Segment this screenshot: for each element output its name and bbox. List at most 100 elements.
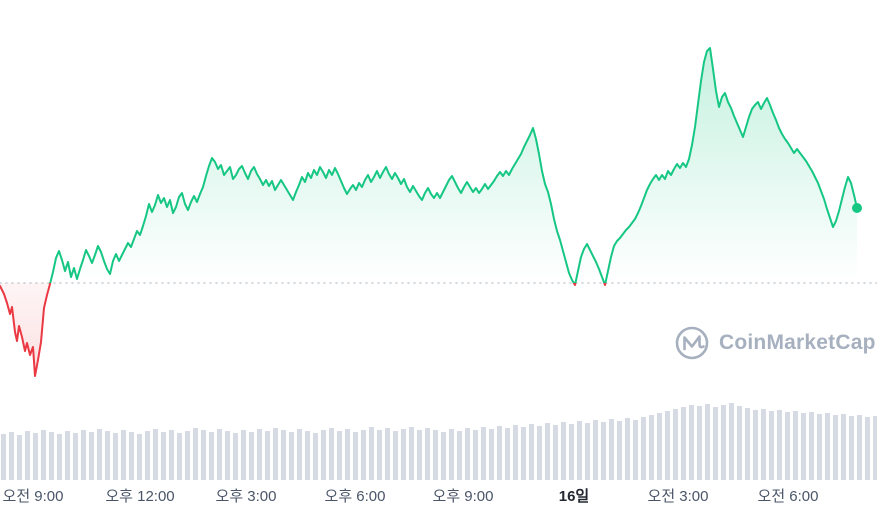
- x-axis-label: 오전 3:00: [648, 488, 709, 505]
- volume-bar: [41, 430, 46, 480]
- volume-bar: [809, 412, 814, 480]
- volume-bar: [793, 411, 798, 480]
- volume-bar: [537, 426, 542, 480]
- volume-bar: [745, 408, 750, 480]
- volume-bar: [481, 427, 486, 480]
- volume-bar: [145, 431, 150, 480]
- volume-bar: [233, 433, 238, 480]
- volume-bar: [785, 412, 790, 480]
- x-axis-label: 오전 9:00: [3, 488, 64, 505]
- volume-bar: [545, 423, 550, 480]
- volume-bar: [673, 409, 678, 480]
- volume-bar: [1, 434, 6, 480]
- volume-bar: [801, 413, 806, 480]
- volume-bar: [417, 430, 422, 480]
- volume-bars: [1, 403, 877, 480]
- volume-bar: [497, 426, 502, 480]
- volume-bar: [185, 431, 190, 480]
- volume-bar: [369, 427, 374, 480]
- volume-bar: [225, 431, 230, 480]
- volume-bar: [193, 428, 198, 480]
- current-price-dot: [852, 203, 862, 213]
- volume-bar: [377, 430, 382, 480]
- volume-bar: [657, 413, 662, 480]
- volume-bar: [825, 413, 830, 480]
- volume-bar: [689, 405, 694, 480]
- volume-bar: [329, 428, 334, 480]
- volume-bar: [633, 420, 638, 480]
- volume-bar: [433, 430, 438, 480]
- volume-bar: [705, 404, 710, 480]
- volume-bar: [161, 432, 166, 480]
- x-axis-label: 오후 6:00: [325, 488, 386, 505]
- x-axis-label: 오전 6:00: [758, 488, 819, 505]
- volume-bar: [505, 428, 510, 480]
- volume-bar: [489, 429, 494, 480]
- volume-bar: [849, 416, 854, 480]
- volume-bar: [97, 429, 102, 480]
- volume-bar: [729, 403, 734, 480]
- volume-bar: [385, 428, 390, 480]
- volume-bar: [577, 421, 582, 480]
- volume-bar: [361, 430, 366, 480]
- volume-bar: [409, 427, 414, 480]
- volume-bar: [777, 410, 782, 480]
- x-axis-label: 오후 9:00: [433, 488, 494, 505]
- volume-bar: [601, 422, 606, 480]
- volume-bar: [137, 434, 142, 480]
- volume-bar: [33, 433, 38, 480]
- volume-bar: [593, 420, 598, 480]
- volume-bar: [609, 419, 614, 480]
- coinmarketcap-watermark: CoinMarketCap: [674, 325, 876, 361]
- volume-bar: [153, 429, 158, 480]
- volume-bar: [201, 430, 206, 480]
- volume-bar: [697, 406, 702, 480]
- price-line-up: [49, 47, 858, 283]
- volume-bar: [521, 427, 526, 480]
- volume-bar: [273, 428, 278, 480]
- volume-bar: [337, 431, 342, 480]
- volume-bar: [529, 424, 534, 480]
- x-axis-label: 오후 3:00: [216, 488, 277, 505]
- volume-bar: [721, 405, 726, 480]
- volume-bar: [393, 431, 398, 480]
- volume-bar: [465, 428, 470, 480]
- volume-bar: [449, 429, 454, 480]
- volume-bar: [473, 430, 478, 480]
- volume-bar: [73, 433, 78, 480]
- volume-bar: [857, 415, 862, 480]
- volume-bar: [81, 430, 86, 480]
- x-axis-label: 오후 12:00: [105, 488, 174, 505]
- x-axis-label: 16일: [559, 488, 590, 505]
- volume-bar: [841, 414, 846, 480]
- volume-bar: [457, 431, 462, 480]
- volume-bar: [649, 415, 654, 480]
- volume-bar: [65, 431, 70, 480]
- volume-bar: [681, 407, 686, 480]
- volume-bar: [89, 432, 94, 480]
- volume-bar: [345, 429, 350, 480]
- volume-bar: [625, 418, 630, 480]
- volume-bar: [665, 411, 670, 480]
- volume-bar: [353, 432, 358, 480]
- volume-bar: [513, 425, 518, 480]
- coinmarketcap-logo-icon: [675, 326, 709, 360]
- volume-bar: [561, 422, 566, 480]
- volume-bar: [425, 428, 430, 480]
- volume-bar: [401, 429, 406, 480]
- volume-bar: [289, 432, 294, 480]
- volume-bar: [553, 425, 558, 480]
- coinmarketcap-watermark-text: CoinMarketCap: [719, 331, 876, 354]
- volume-bar: [313, 433, 318, 480]
- volume-bar: [169, 430, 174, 480]
- volume-bar: [17, 435, 22, 480]
- volume-bar: [865, 417, 870, 480]
- volume-bar: [441, 432, 446, 480]
- volume-bar: [177, 433, 182, 480]
- volume-bar: [25, 431, 30, 480]
- volume-bar: [241, 430, 246, 480]
- volume-bar: [617, 421, 622, 480]
- volume-bar: [49, 432, 54, 480]
